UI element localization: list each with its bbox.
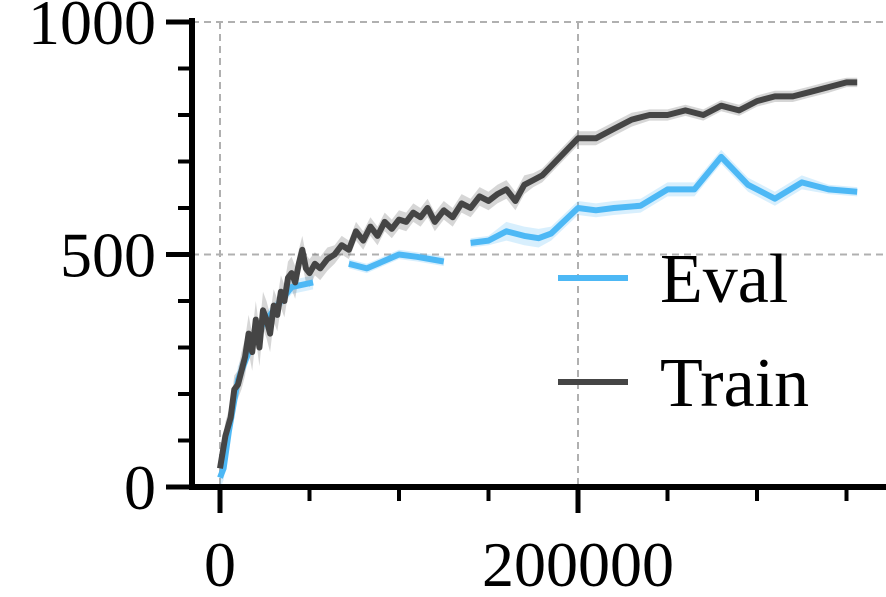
series-line-eval-2 <box>470 153 858 246</box>
band-eval-2 <box>470 149 858 248</box>
legend-label-train: Train <box>660 345 809 422</box>
series-line-eval-1 <box>348 251 445 272</box>
y-tick-label-0: 0 <box>124 452 156 523</box>
x-tick-label-0: 0 <box>204 529 236 597</box>
y-tick-label-1: 500 <box>60 220 156 291</box>
x-tick-label-1: 200000 <box>482 529 674 597</box>
series-lines <box>217 79 858 479</box>
grid <box>192 21 886 487</box>
legend-label-eval: Eval <box>660 241 788 318</box>
series-line-train-0 <box>217 79 858 469</box>
y-tick-label-2: 1000 <box>28 0 156 58</box>
legend: Eval Train <box>558 241 809 422</box>
tick-labels: 0 500 1000 0 200000 <box>28 0 674 597</box>
axes <box>166 18 886 513</box>
